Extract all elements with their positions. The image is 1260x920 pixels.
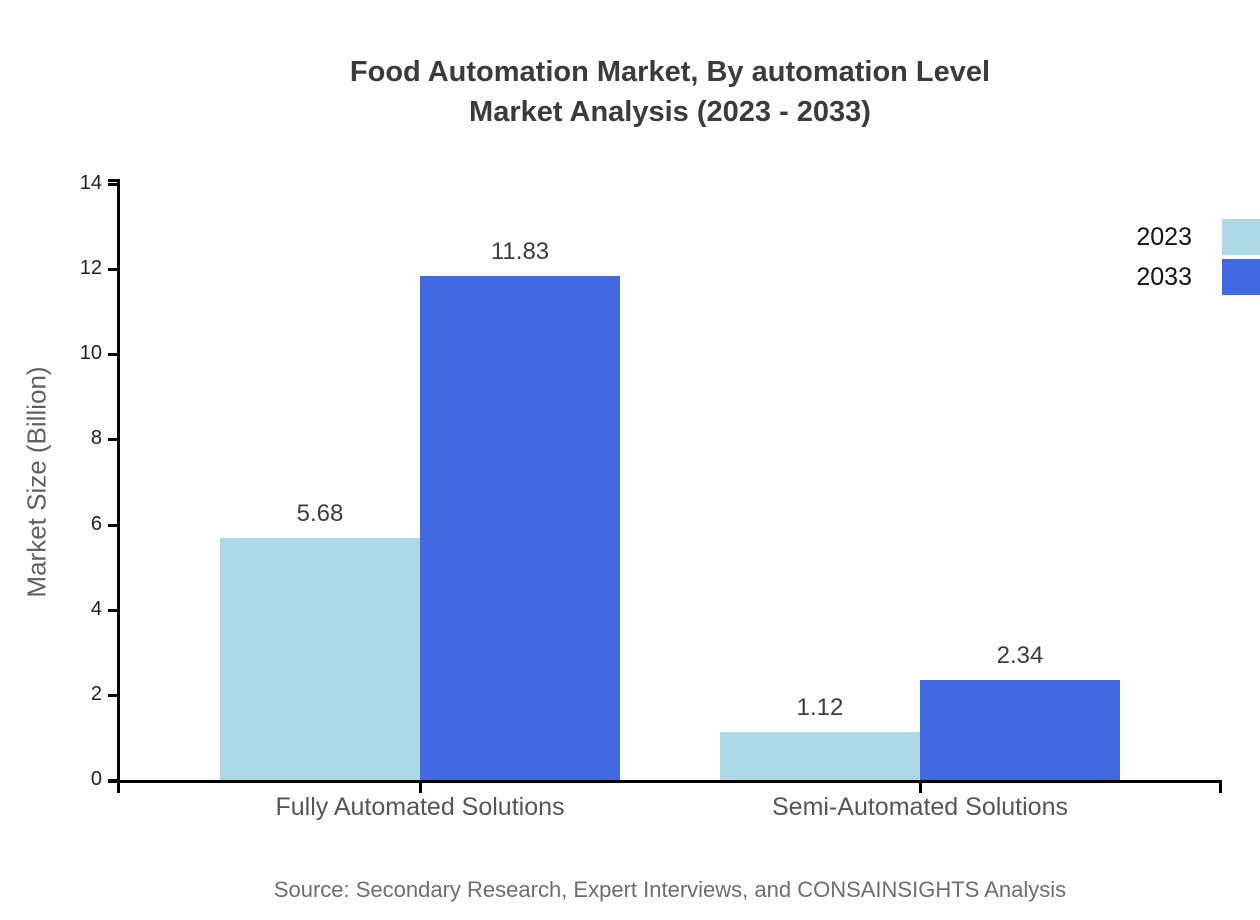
legend: 2023 2033 [1136,219,1260,299]
chart-title: Food Automation Market, By automation Le… [120,52,1220,132]
legend-label-2023: 2023 [1136,222,1192,251]
y-tick-label-4: 4 [90,597,102,620]
y-tick-mark-12 [108,268,119,272]
y-tick-mark-0 [108,779,119,782]
category-label-fully-automated-solutions: Fully Automated Solutions [275,793,565,821]
y-axis-title: Market Size (Billion) [21,366,52,598]
value-label-2023-fully-automated-solutions: 5.68 [296,500,344,528]
y-tick-mark-6 [108,523,119,527]
chart-title-line1: Food Automation Market, By automation Le… [349,56,991,88]
source-note: Source: Secondary Research, Expert Inter… [273,877,1067,902]
y-tick-mark-14 [108,183,119,186]
x-axis-right-cap [1219,783,1222,793]
x-tick-mark-semi-automated-solutions [918,783,922,793]
value-label-2023-semi-automated-solutions: 1.12 [796,694,844,722]
y-tick-label-0: 0 [90,768,102,790]
legend-label-2033: 2033 [1136,262,1192,291]
y-tick-label-10: 10 [79,342,102,365]
y-tick-label-6: 6 [90,512,102,535]
legend-item-2023: 2023 [1136,219,1260,255]
y-tick-label-12: 12 [79,257,102,280]
bar-2023-fully-automated-solutions [220,538,420,780]
y-tick-mark-2 [108,693,119,697]
value-label-2033-semi-automated-solutions: 2.34 [996,642,1044,670]
chart-title-line2: Market Analysis (2023 - 2033) [469,96,871,128]
legend-swatch-2033 [1222,259,1260,295]
category-label-semi-automated-solutions: Semi-Automated Solutions [772,793,1068,821]
x-tick-mark-fully-automated-solutions [418,783,422,793]
y-tick-label-14: 14 [79,172,102,194]
bar-2023-semi-automated-solutions [720,732,920,780]
x-axis-line [108,780,1222,783]
y-axis-line [117,179,120,783]
bar-2033-semi-automated-solutions [920,680,1120,780]
legend-swatch-2023 [1222,219,1260,255]
y-tick-label-8: 8 [90,427,102,450]
y-tick-mark-10 [108,353,119,357]
legend-item-2033: 2033 [1136,259,1260,295]
y-tick-label-2: 2 [90,682,102,705]
y-tick-mark-4 [108,608,119,612]
x-axis-left-cap [117,783,120,793]
y-tick-mark-8 [108,438,119,442]
y-axis-top-cap [108,179,119,182]
bar-2033-fully-automated-solutions [420,276,620,780]
value-label-2033-fully-automated-solutions: 11.83 [490,238,550,266]
